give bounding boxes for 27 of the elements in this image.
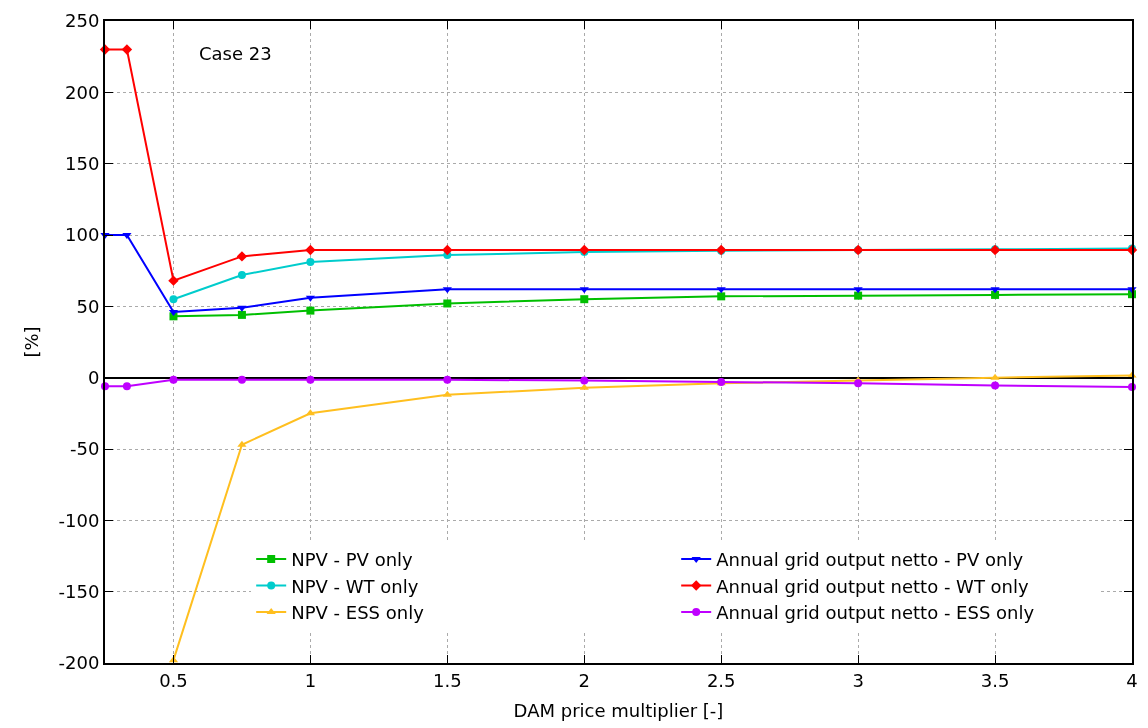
legend-label: Annual grid output netto - WT only xyxy=(716,575,1030,597)
y-tick-label: 50 xyxy=(76,295,100,317)
legend-label: Annual grid output netto - ESS only xyxy=(716,601,1035,623)
legend-label: NPV - PV only xyxy=(291,549,414,571)
y-tick-label: -50 xyxy=(69,438,100,460)
x-tick-label: 3 xyxy=(852,669,864,691)
annotation: Case 23 xyxy=(199,43,272,64)
y-tick-label: -200 xyxy=(58,652,100,674)
x-tick-label: 3.5 xyxy=(980,669,1010,691)
legend-label: NPV - WT only xyxy=(291,575,419,597)
y-tick-label: 0 xyxy=(87,366,100,388)
y-tick-label: 150 xyxy=(65,152,100,174)
y-tick-label: 200 xyxy=(65,81,100,103)
x-tick-label: 1 xyxy=(304,669,317,691)
y-axis-title: [%] xyxy=(21,326,43,358)
y-tick-label: 250 xyxy=(65,10,100,32)
legend-label: Annual grid output netto - PV only xyxy=(716,549,1024,571)
y-tick-label: -100 xyxy=(58,509,100,531)
x-tick-label: 4 xyxy=(1126,669,1138,691)
x-tick-label: 2 xyxy=(578,669,590,691)
x-axis-title: DAM price multiplier [-] xyxy=(513,700,724,722)
y-tick-label: -150 xyxy=(58,580,100,602)
x-tick-label: 2.5 xyxy=(706,669,736,691)
legend-label: NPV - ESS only xyxy=(291,601,425,623)
x-tick-label: 1.5 xyxy=(433,669,462,691)
y-tick-label: 100 xyxy=(65,224,100,246)
x-tick-label: 0.5 xyxy=(159,669,188,691)
